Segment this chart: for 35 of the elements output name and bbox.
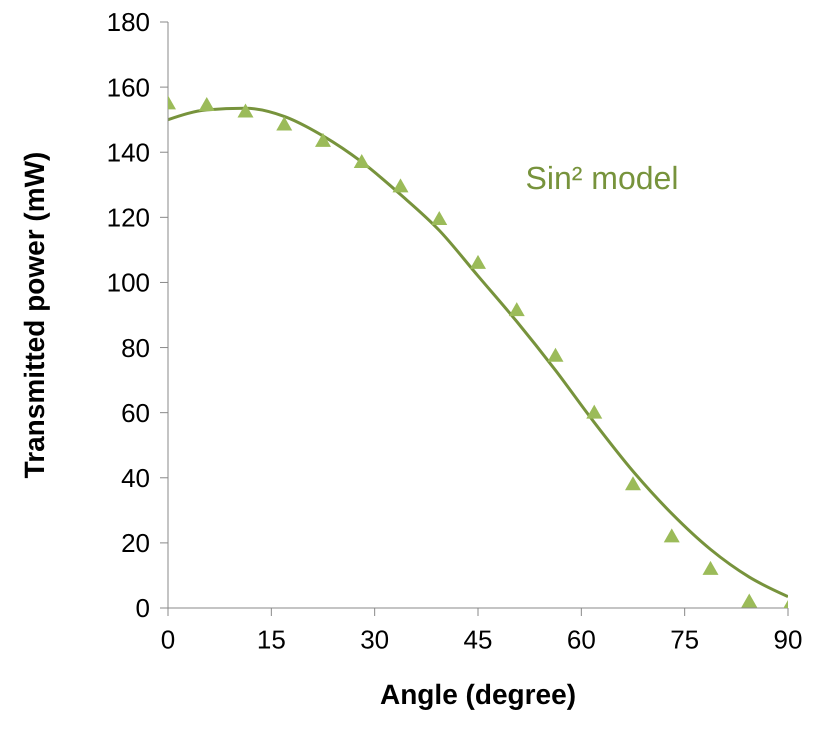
y-tick-label: 140 bbox=[106, 137, 150, 168]
x-axis-title: Angle (degree) bbox=[380, 679, 576, 710]
point bbox=[741, 593, 758, 608]
x-tick-label: 75 bbox=[670, 624, 700, 654]
point bbox=[625, 476, 641, 490]
point bbox=[470, 254, 486, 269]
x-tick-label: 0 bbox=[160, 624, 176, 654]
x-tick-label: 90 bbox=[774, 624, 802, 654]
point bbox=[276, 116, 292, 131]
y-tick-label: 40 bbox=[121, 463, 150, 494]
point bbox=[392, 178, 408, 192]
y-tick-label: 80 bbox=[121, 332, 150, 363]
point bbox=[548, 348, 564, 362]
x-tick-label: 60 bbox=[566, 624, 596, 654]
y-tick-label: 180 bbox=[106, 7, 150, 38]
y-tick-label: 120 bbox=[106, 202, 150, 233]
y-tick-label: 20 bbox=[121, 528, 150, 558]
point bbox=[198, 97, 215, 112]
x-tick-label: 15 bbox=[256, 624, 286, 654]
point bbox=[354, 154, 370, 168]
point bbox=[315, 132, 331, 147]
text: Sin² model bbox=[526, 160, 678, 198]
point bbox=[664, 528, 680, 542]
y-tick-label: 60 bbox=[121, 398, 150, 428]
point bbox=[586, 404, 602, 419]
point bbox=[238, 104, 254, 118]
point bbox=[508, 302, 525, 316]
y-tick-label: 160 bbox=[106, 72, 150, 102]
x-tick-label: 30 bbox=[360, 624, 390, 654]
y-tick-label: 100 bbox=[106, 268, 150, 298]
point bbox=[702, 560, 718, 575]
x-tick-label: 45 bbox=[464, 624, 492, 654]
y-axis-title: Transmitted power (mW) bbox=[18, 152, 50, 478]
y-tick-label: 0 bbox=[136, 593, 150, 624]
point bbox=[431, 210, 448, 225]
